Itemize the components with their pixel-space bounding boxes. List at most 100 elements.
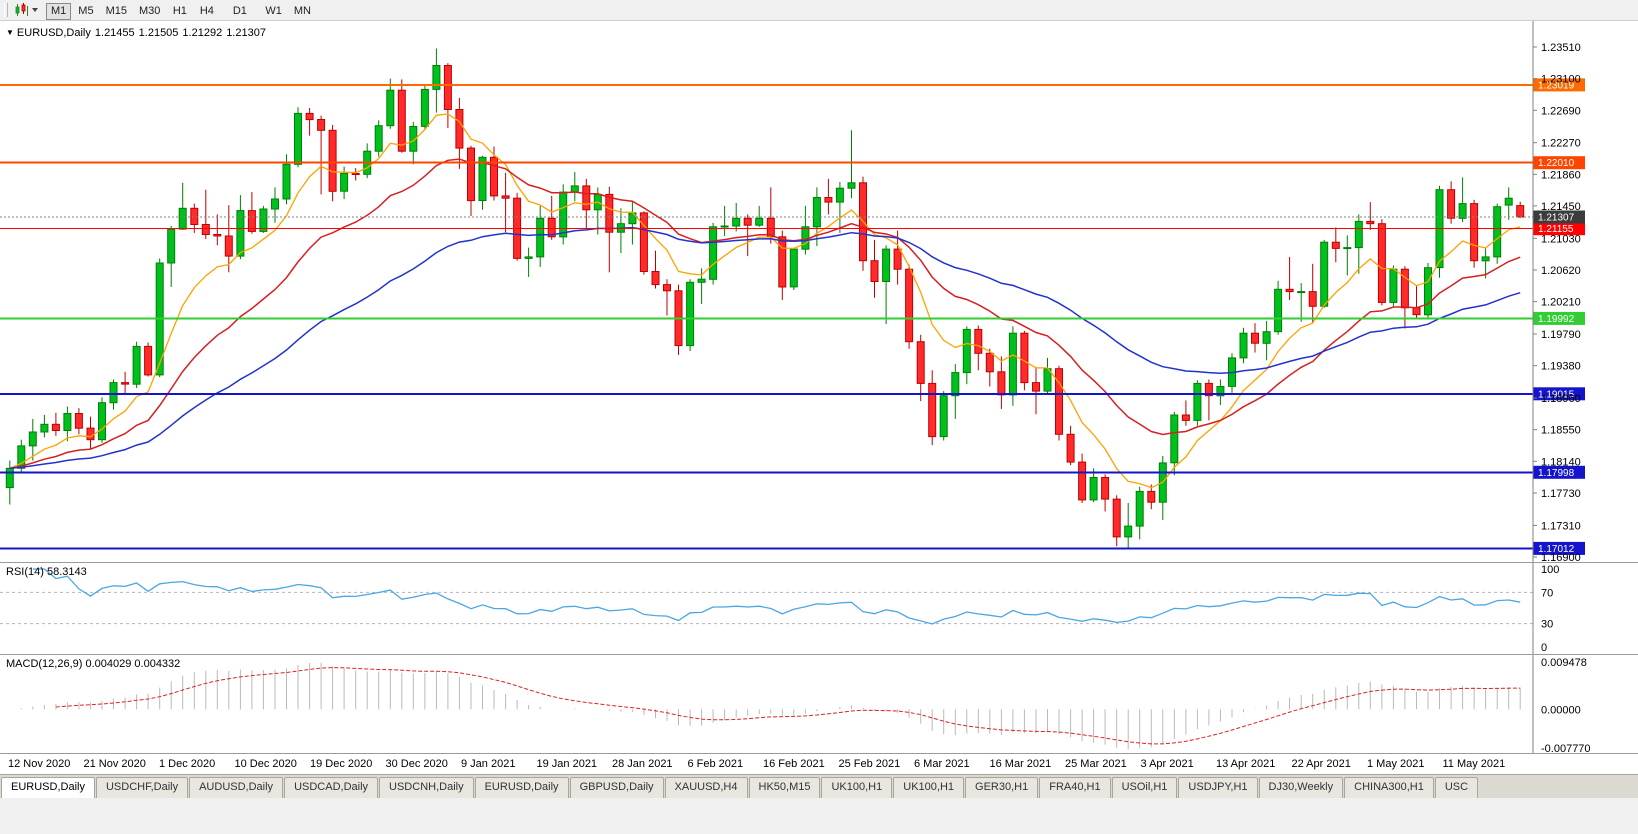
chart-tab-usdjpy-h1[interactable]: USDJPY,H1 <box>1178 777 1258 798</box>
date-axis-label: 16 Feb 2021 <box>763 758 825 770</box>
chart-tab-gbpusd-daily[interactable]: GBPUSD,Daily <box>569 777 664 798</box>
dropdown-caret-icon <box>32 8 38 12</box>
chart-tab-eurusd-daily[interactable]: EURUSD,Daily <box>474 777 569 798</box>
ma-line-ma-mid[interactable] <box>9 158 1521 470</box>
date-axis-label: 16 Mar 2021 <box>989 758 1052 770</box>
hline-price-tag <box>1533 156 1585 170</box>
price-scale-tick: 1.18550 <box>1541 425 1581 437</box>
rsi-scale-tick: 0 <box>1541 642 1547 654</box>
current-price-tag <box>1533 210 1585 224</box>
price-scale-tick: 1.16900 <box>1541 552 1581 562</box>
date-axis-label: 9 Jan 2021 <box>461 758 516 770</box>
ohlc-low: 1.21292 <box>182 27 223 39</box>
chart-tab-ger30-h1[interactable]: GER30,H1 <box>965 777 1039 798</box>
date-axis-label: 30 Dec 2020 <box>385 758 448 770</box>
macd-panel[interactable]: 0.009478 0.00000 -0.007770 <box>0 654 1638 753</box>
timeframe-button-w1[interactable]: W1 <box>260 3 287 20</box>
window-bottom-strip <box>0 798 1638 834</box>
date-axis-label: 19 Jan 2021 <box>536 758 598 770</box>
date-axis-label: 10 Dec 2020 <box>234 758 297 770</box>
window-menu-icon[interactable]: ▼ <box>6 28 14 37</box>
price-scale-tick: 1.23510 <box>1541 42 1581 54</box>
macd-scale-tick: 0.00000 <box>1541 704 1581 716</box>
chart-tab-eurusd-daily[interactable]: EURUSD,Daily <box>1 777 95 798</box>
date-axis[interactable]: 12 Nov 2020 21 Nov 2020 1 Dec 2020 10 Dec 2… <box>0 753 1638 774</box>
chart-tab-usoil-h1[interactable]: USOil,H1 <box>1111 777 1178 798</box>
chart-tab-uk100-h1[interactable]: UK100,H1 <box>893 777 965 798</box>
svg-text:1.19992: 1.19992 <box>1538 314 1575 325</box>
chart-tab-fra40-h1[interactable]: FRA40,H1 <box>1039 777 1111 798</box>
rsi-line <box>32 568 1521 625</box>
chart-tab-dj30-weekly[interactable]: DJ30,Weekly <box>1258 777 1344 798</box>
timeframe-button-h1[interactable]: H1 <box>167 3 192 20</box>
date-axis-label: 3 Apr 2021 <box>1140 758 1194 770</box>
hline-price-tag <box>1533 78 1585 92</box>
macd-indicator-label: MACD(12,26,9) 0.004029 0.004332 <box>6 658 181 670</box>
rsi-scale-tick: 70 <box>1541 587 1553 599</box>
ma-line-ma-fast[interactable] <box>9 113 1521 489</box>
price-scale-tick: 1.22690 <box>1541 105 1581 117</box>
rsi-canvas[interactable]: 100 70 30 0 <box>0 563 1638 654</box>
chart-tab-uk100-h1[interactable]: UK100,H1 <box>821 777 893 798</box>
svg-text:1.21307: 1.21307 <box>1538 213 1575 224</box>
macd-signal-line <box>55 667 1521 745</box>
rsi-panel[interactable]: 100 70 30 0 <box>0 562 1638 654</box>
candles-layer <box>5 48 1525 550</box>
svg-text:1.22010: 1.22010 <box>1538 158 1575 169</box>
date-axis-label: 25 Feb 2021 <box>838 758 901 770</box>
chart-tab-china300-h1[interactable]: CHINA300,H1 <box>1344 777 1434 798</box>
main-chart-canvas[interactable]: 1.23019 1.22010 1.21155 1.19992 1.19015 1.179… <box>0 21 1638 562</box>
price-scale-tick: 1.19790 <box>1541 329 1581 341</box>
chart-header: ▼ EURUSD,Daily 1.21455 1.21505 1.21292 1.2130… <box>6 27 270 39</box>
macd-scale-tick: 0.009478 <box>1541 657 1587 669</box>
date-axis-label: 1 Dec 2020 <box>159 758 216 770</box>
ohlc-high: 1.21505 <box>138 27 179 39</box>
rsi-scale-tick: 100 <box>1541 564 1559 576</box>
chart-tab-hk50-m15[interactable]: HK50,M15 <box>748 777 821 798</box>
chart-tab-usc[interactable]: USC <box>1434 777 1479 798</box>
date-axis-label: 22 Apr 2021 <box>1291 758 1351 770</box>
timeframe-button-m30[interactable]: M30 <box>134 3 165 20</box>
toolbar-grip[interactable] <box>4 3 8 17</box>
chart-periods-button[interactable] <box>11 2 41 19</box>
candlestick-chart-icon <box>15 3 28 16</box>
timeframe-button-m1[interactable]: M1 <box>46 2 72 20</box>
hline-price-tag <box>1533 387 1585 401</box>
chart-tab-usdchf-daily[interactable]: USDCHF,Daily <box>95 777 189 798</box>
price-scale-tick: 1.17310 <box>1541 520 1581 532</box>
timeframe-button-mn[interactable]: MN <box>289 3 316 20</box>
chart-tab-xauusd-h4[interactable]: XAUUSD,H4 <box>664 777 748 798</box>
ma-line-ma-slow[interactable] <box>9 226 1521 470</box>
hline-price-tag <box>1533 465 1585 479</box>
timeframe-button-m5[interactable]: M5 <box>73 3 98 20</box>
svg-text:1.21155: 1.21155 <box>1538 224 1574 235</box>
svg-text:1.19015: 1.19015 <box>1538 389 1575 400</box>
price-scale-tick: 1.18140 <box>1541 456 1581 468</box>
ohlc-close: 1.21307 <box>226 27 266 39</box>
date-axis-label: 13 Apr 2021 <box>1216 758 1276 770</box>
chart-symbol-label: EURUSD,Daily <box>16 27 91 39</box>
date-axis-label: 25 Mar 2021 <box>1065 758 1127 770</box>
chart-tab-audusd-daily[interactable]: AUDUSD,Daily <box>189 777 284 798</box>
rsi-indicator-label: RSI(14) 58.3143 <box>6 566 87 578</box>
main-price-chart[interactable]: 1.23019 1.22010 1.21155 1.19992 1.19015 1.179… <box>0 21 1638 562</box>
timeframe-button-d1[interactable]: D1 <box>227 3 252 20</box>
timeframe-button-h4[interactable]: H4 <box>194 3 219 20</box>
svg-text:1.17998: 1.17998 <box>1538 468 1575 479</box>
date-axis-label: 21 Nov 2020 <box>83 758 146 770</box>
timeframe-button-m15[interactable]: M15 <box>101 3 132 20</box>
date-axis-label: 28 Jan 2021 <box>612 758 673 770</box>
chart-tab-usdcad-daily[interactable]: USDCAD,Daily <box>284 777 379 798</box>
price-scale-tick: 1.18960 <box>1541 393 1581 405</box>
price-scale-tick: 1.21450 <box>1541 201 1581 213</box>
date-axis-label: 6 Mar 2021 <box>914 758 970 770</box>
macd-canvas[interactable]: 0.009478 0.00000 -0.007770 <box>0 655 1638 753</box>
chart-tab-usdcnh-daily[interactable]: USDCNH,Daily <box>379 777 474 798</box>
macd-scale-tick: -0.007770 <box>1541 743 1591 753</box>
svg-text:1.23019: 1.23019 <box>1538 80 1575 91</box>
date-axis-label: 19 Dec 2020 <box>310 758 373 770</box>
price-scale-tick: 1.20620 <box>1541 265 1581 277</box>
price-scale-tick: 1.20210 <box>1541 297 1581 309</box>
price-scale-tick: 1.19380 <box>1541 361 1581 373</box>
date-axis-label: 6 Feb 2021 <box>687 758 744 770</box>
